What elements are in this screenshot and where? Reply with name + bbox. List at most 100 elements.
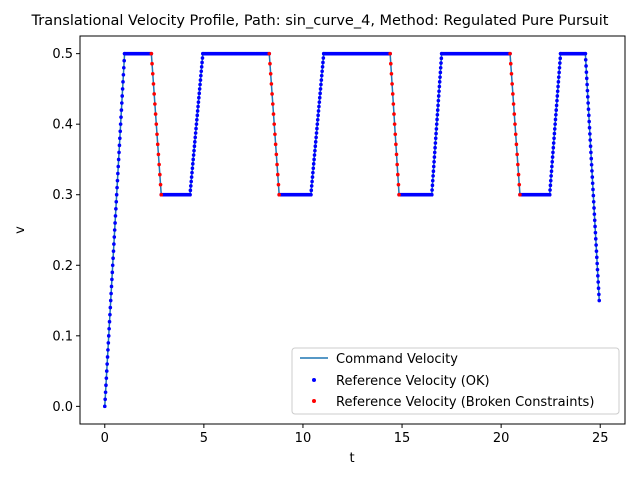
reference-ok-point: [102, 404, 107, 409]
reference-broken-point: [513, 122, 517, 126]
reference-broken-point: [273, 132, 277, 137]
legend-swatch-reference-ok: [312, 378, 316, 382]
reference-broken-point: [395, 162, 399, 167]
reference-ok-point: [113, 214, 118, 218]
reference-ok-point: [319, 73, 324, 78]
reference-ok-point: [586, 101, 590, 105]
reference-ok-point: [191, 153, 196, 157]
reference-ok-point: [548, 188, 552, 192]
reference-ok-point: [198, 82, 202, 87]
reference-ok-point: [548, 183, 553, 188]
x-tick-label: 0: [101, 431, 109, 446]
reference-ok-point: [437, 84, 442, 89]
reference-ok-point: [595, 267, 600, 272]
reference-broken-point: [396, 172, 400, 177]
reference-ok-point: [103, 397, 107, 402]
reference-ok-point: [554, 108, 559, 112]
reference-ok-point: [594, 243, 598, 247]
x-tick-label: 15: [394, 431, 411, 446]
reference-ok-point: [190, 170, 194, 175]
reference-ok-point: [551, 150, 555, 155]
reference-ok-point: [595, 255, 599, 260]
reference-ok-point: [316, 113, 320, 118]
reference-ok-point: [111, 249, 116, 253]
reference-ok-point: [122, 65, 126, 70]
reference-ok-point: [199, 73, 203, 78]
reference-ok-point: [311, 170, 315, 175]
reference-ok-point: [588, 144, 593, 149]
reference-ok-point: [197, 87, 202, 91]
reference-ok-point: [194, 126, 198, 131]
reference-broken-point: [394, 142, 398, 147]
reference-ok-point: [589, 162, 594, 167]
reference-broken-point: [390, 82, 394, 86]
reference-ok-point: [196, 100, 201, 104]
reference-ok-point: [435, 112, 440, 117]
reference-ok-point: [585, 82, 589, 87]
reference-broken-point: [273, 142, 278, 147]
reference-broken-point: [270, 92, 274, 96]
reference-ok-point: [319, 82, 323, 87]
reference-ok-point: [311, 166, 316, 171]
reference-ok-point: [108, 298, 113, 303]
reference-ok-point: [586, 107, 591, 111]
reference-ok-point: [117, 143, 122, 148]
reference-ok-point: [553, 117, 558, 122]
legend: Command Velocity Reference Velocity (OK)…: [291, 347, 620, 415]
reference-ok-point: [436, 103, 440, 108]
reference-ok-point: [551, 141, 556, 145]
reference-ok-point: [118, 136, 122, 141]
reference-ok-point: [553, 122, 557, 126]
reference-ok-point: [594, 249, 599, 253]
reference-broken-point: [510, 82, 514, 86]
reference-ok-point: [587, 113, 591, 118]
reference-broken-point: [274, 152, 279, 157]
reference-broken-point: [275, 172, 280, 177]
reference-ok-point: [105, 355, 110, 359]
reference-ok-point: [431, 174, 435, 178]
reference-ok-point: [557, 70, 561, 75]
y-tick-label: 0.1: [52, 329, 73, 344]
reference-ok-point: [197, 91, 202, 96]
reference-ok-point: [194, 122, 199, 126]
reference-ok-point: [557, 65, 562, 70]
y-tick-label: 0.5: [52, 47, 73, 62]
reference-ok-point: [590, 181, 595, 186]
reference-ok-point: [192, 148, 196, 153]
reference-ok-point: [114, 192, 119, 197]
reference-ok-point: [195, 117, 199, 122]
reference-ok-point: [119, 115, 123, 119]
reference-broken-point: [518, 192, 522, 197]
reference-ok-point: [587, 119, 591, 124]
reference-ok-point: [200, 60, 204, 65]
reference-ok-point: [591, 199, 596, 204]
reference-broken-point: [152, 92, 156, 96]
reference-ok-point: [317, 95, 322, 100]
reference-ok-point: [195, 113, 200, 118]
reference-ok-point: [555, 98, 559, 103]
reference-ok-point: [310, 179, 314, 184]
reference-ok-point: [106, 341, 111, 345]
reference-ok-point: [313, 144, 318, 149]
x-tick-label: 25: [592, 431, 609, 446]
reference-broken-point: [517, 182, 522, 187]
legend-label-reference-broken: Reference Velocity (Broken Constraints): [336, 395, 594, 410]
reference-broken-point: [515, 152, 519, 157]
reference-ok-point: [592, 206, 596, 210]
reference-ok-point: [315, 126, 319, 131]
reference-ok-point: [591, 193, 596, 198]
reference-ok-point: [313, 148, 317, 153]
reference-ok-point: [550, 160, 555, 164]
reference-ok-point: [193, 140, 197, 144]
reference-ok-point: [591, 187, 595, 192]
reference-broken-point: [509, 71, 514, 76]
reference-ok-point: [590, 169, 594, 173]
reference-ok-point: [311, 162, 316, 166]
reference-ok-point: [596, 274, 600, 278]
reference-ok-point: [316, 109, 321, 113]
reference-ok-point: [118, 129, 123, 134]
reference-broken-point: [513, 132, 518, 137]
reference-broken-point: [516, 162, 520, 167]
reference-broken-point: [154, 122, 159, 126]
reference-ok-point: [200, 56, 205, 60]
